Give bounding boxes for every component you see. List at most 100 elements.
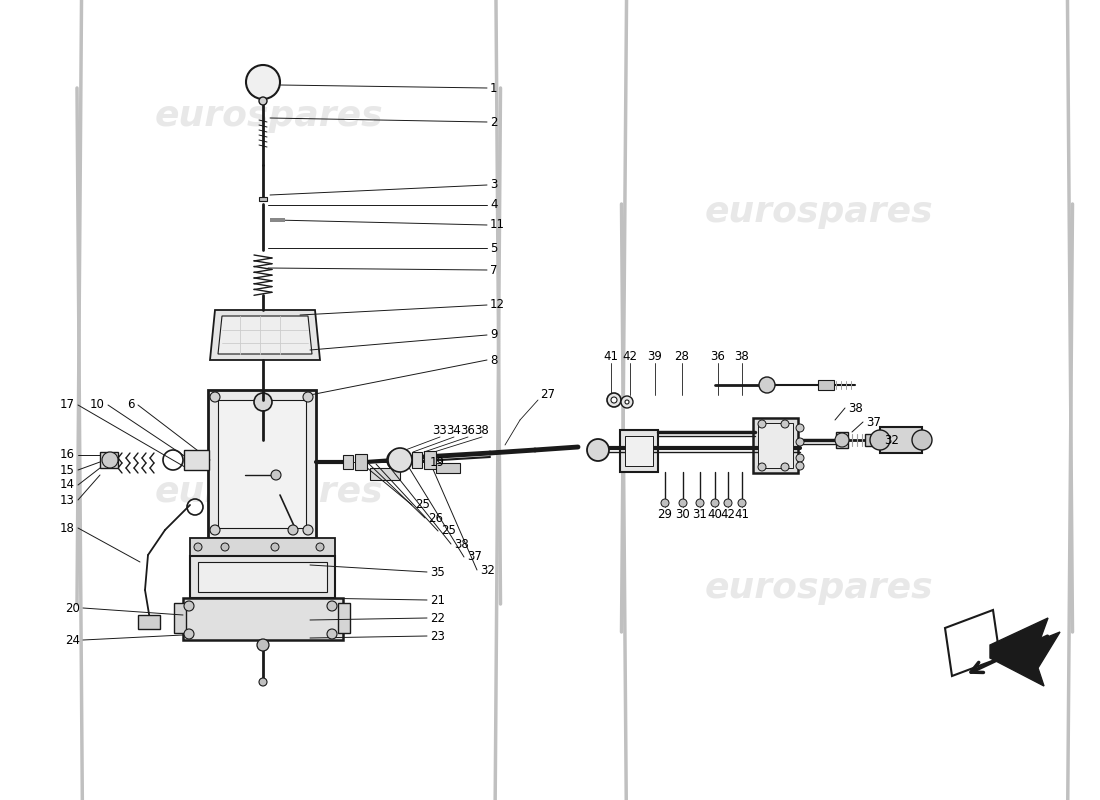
Bar — [620, 430, 658, 472]
Text: 5: 5 — [490, 242, 497, 254]
Text: 42: 42 — [623, 350, 638, 362]
Text: 39: 39 — [648, 350, 662, 362]
Text: 37: 37 — [468, 550, 482, 563]
Circle shape — [796, 438, 804, 446]
Circle shape — [271, 543, 279, 551]
Text: 34: 34 — [447, 423, 461, 437]
Circle shape — [621, 396, 632, 408]
Text: 41: 41 — [604, 350, 618, 362]
Circle shape — [184, 601, 194, 611]
Text: 4: 4 — [490, 198, 497, 211]
Text: 32: 32 — [480, 563, 495, 577]
Circle shape — [288, 525, 298, 535]
Bar — [758, 423, 793, 468]
Bar — [436, 463, 460, 473]
Bar — [174, 603, 186, 633]
Circle shape — [781, 420, 789, 428]
Bar — [198, 562, 327, 592]
Circle shape — [759, 377, 775, 393]
Circle shape — [912, 430, 932, 450]
Circle shape — [835, 433, 849, 447]
Text: 7: 7 — [490, 263, 497, 277]
Circle shape — [781, 463, 789, 471]
Circle shape — [738, 499, 746, 507]
Text: 38: 38 — [454, 538, 469, 550]
Circle shape — [258, 678, 267, 686]
Text: 36: 36 — [461, 423, 475, 437]
Bar — [424, 451, 436, 469]
Bar — [865, 434, 874, 446]
Circle shape — [387, 450, 407, 470]
Circle shape — [679, 499, 688, 507]
Circle shape — [210, 392, 220, 402]
Bar — [138, 615, 160, 629]
Bar — [355, 454, 367, 470]
Circle shape — [302, 392, 313, 402]
Circle shape — [388, 448, 412, 472]
Text: 6: 6 — [128, 398, 135, 411]
Text: 11: 11 — [490, 218, 505, 231]
Text: 12: 12 — [490, 298, 505, 311]
Circle shape — [796, 424, 804, 432]
Text: 30: 30 — [675, 507, 691, 521]
Text: 2: 2 — [490, 115, 497, 129]
Circle shape — [758, 420, 766, 428]
Text: 37: 37 — [866, 415, 881, 429]
Text: 1: 1 — [490, 82, 497, 94]
Polygon shape — [990, 618, 1060, 686]
Bar — [270, 218, 285, 222]
Circle shape — [870, 430, 890, 450]
Bar — [338, 603, 350, 633]
Circle shape — [587, 439, 609, 461]
Bar — [100, 452, 118, 468]
Text: 17: 17 — [60, 398, 75, 411]
Bar — [190, 538, 336, 556]
Text: eurospares: eurospares — [705, 195, 934, 229]
Circle shape — [271, 470, 281, 480]
Circle shape — [246, 65, 280, 99]
Text: 36: 36 — [711, 350, 725, 362]
Circle shape — [102, 452, 118, 468]
Circle shape — [696, 499, 704, 507]
Text: 16: 16 — [60, 449, 75, 462]
Bar — [183, 598, 343, 640]
Text: 35: 35 — [430, 566, 444, 578]
Text: 31: 31 — [693, 507, 707, 521]
Circle shape — [661, 499, 669, 507]
Circle shape — [625, 400, 629, 404]
Circle shape — [258, 97, 267, 105]
Text: 27: 27 — [540, 389, 556, 402]
Text: 38: 38 — [848, 402, 862, 414]
Circle shape — [796, 462, 804, 470]
Bar — [754, 418, 798, 473]
Text: eurospares: eurospares — [705, 571, 934, 605]
Text: 23: 23 — [430, 630, 444, 642]
Circle shape — [711, 499, 719, 507]
Text: 18: 18 — [60, 522, 75, 534]
Text: 40: 40 — [707, 507, 723, 521]
Text: 13: 13 — [60, 494, 75, 506]
Text: 3: 3 — [490, 178, 497, 191]
Bar — [208, 390, 316, 538]
Text: 14: 14 — [60, 478, 75, 491]
Circle shape — [194, 543, 202, 551]
Text: 28: 28 — [674, 350, 690, 362]
Circle shape — [610, 397, 617, 403]
Text: eurospares: eurospares — [155, 99, 384, 133]
Circle shape — [758, 463, 766, 471]
Text: 25: 25 — [441, 525, 455, 538]
Bar — [258, 197, 267, 201]
Polygon shape — [218, 316, 312, 354]
Text: 9: 9 — [490, 329, 497, 342]
Bar — [625, 436, 653, 466]
Circle shape — [184, 629, 194, 639]
Text: 15: 15 — [60, 463, 75, 477]
Bar — [343, 455, 353, 469]
Circle shape — [210, 525, 220, 535]
Polygon shape — [945, 610, 1000, 676]
Bar — [190, 556, 336, 598]
Text: 33: 33 — [432, 423, 448, 437]
Text: 38: 38 — [474, 423, 490, 437]
Circle shape — [724, 499, 732, 507]
Polygon shape — [210, 310, 320, 360]
